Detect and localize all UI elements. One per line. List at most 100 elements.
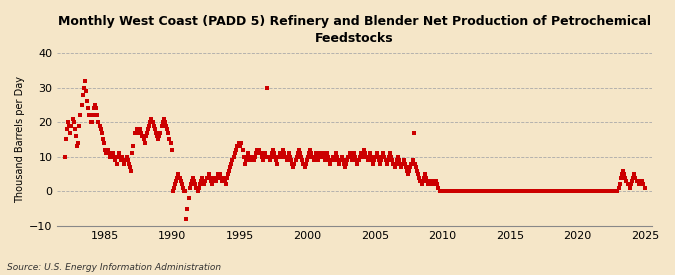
Point xyxy=(636,179,647,183)
Point xyxy=(244,155,254,159)
Point xyxy=(120,158,131,163)
Point xyxy=(139,141,150,145)
Point xyxy=(264,158,275,163)
Point xyxy=(207,182,217,187)
Point xyxy=(430,182,441,187)
Point xyxy=(512,189,522,194)
Point xyxy=(383,158,394,163)
Point xyxy=(496,189,507,194)
Point xyxy=(272,161,283,166)
Point xyxy=(226,161,237,166)
Point xyxy=(333,158,344,163)
Point xyxy=(110,158,121,163)
Point xyxy=(570,189,581,194)
Point xyxy=(395,161,406,166)
Point xyxy=(302,155,313,159)
Point xyxy=(169,182,180,187)
Point xyxy=(632,179,643,183)
Point xyxy=(582,189,593,194)
Point xyxy=(173,172,184,176)
Point xyxy=(420,172,431,176)
Point xyxy=(506,189,517,194)
Point xyxy=(486,189,497,194)
Point xyxy=(103,151,114,156)
Point xyxy=(620,175,630,180)
Point xyxy=(638,182,649,187)
Point xyxy=(255,151,266,156)
Point xyxy=(169,186,180,190)
Point xyxy=(442,189,453,194)
Point xyxy=(619,172,630,176)
Point xyxy=(385,151,396,156)
Point xyxy=(586,189,597,194)
Point xyxy=(199,182,210,187)
Point xyxy=(557,189,568,194)
Point xyxy=(316,155,327,159)
Point xyxy=(317,151,328,156)
Point xyxy=(329,155,340,159)
Point xyxy=(284,151,294,156)
Point xyxy=(597,189,608,194)
Point xyxy=(599,189,610,194)
Point xyxy=(145,120,156,124)
Point xyxy=(356,155,367,159)
Point xyxy=(616,175,626,180)
Point xyxy=(318,155,329,159)
Point xyxy=(373,158,384,163)
Point xyxy=(614,182,625,187)
Point xyxy=(589,189,600,194)
Point xyxy=(396,165,407,169)
Point xyxy=(105,151,116,156)
Point xyxy=(165,141,176,145)
Point xyxy=(267,148,278,152)
Point xyxy=(342,158,353,163)
Point xyxy=(427,182,437,187)
Point xyxy=(425,179,436,183)
Point xyxy=(468,189,479,194)
Point xyxy=(228,155,239,159)
Point xyxy=(559,189,570,194)
Text: Source: U.S. Energy Information Administration: Source: U.S. Energy Information Administ… xyxy=(7,263,221,272)
Point xyxy=(230,151,240,156)
Point xyxy=(596,189,607,194)
Point xyxy=(405,165,416,169)
Point xyxy=(628,175,639,180)
Point xyxy=(569,189,580,194)
Point xyxy=(83,106,94,111)
Point xyxy=(359,148,370,152)
Point xyxy=(275,155,286,159)
Point xyxy=(216,175,227,180)
Point xyxy=(491,189,502,194)
Point xyxy=(605,189,616,194)
Point xyxy=(321,151,332,156)
Point xyxy=(159,120,170,124)
Point xyxy=(130,130,141,135)
Point xyxy=(287,161,298,166)
Point xyxy=(386,155,397,159)
Point xyxy=(164,137,175,142)
Point xyxy=(115,158,126,163)
Point xyxy=(105,155,115,159)
Point xyxy=(548,189,559,194)
Point xyxy=(140,134,151,138)
Point xyxy=(349,151,360,156)
Point xyxy=(526,189,537,194)
Point xyxy=(301,158,312,163)
Point xyxy=(257,158,268,163)
Point xyxy=(161,123,171,128)
Point xyxy=(606,189,617,194)
Point xyxy=(529,189,539,194)
Point xyxy=(364,151,375,156)
Point xyxy=(380,158,391,163)
Point xyxy=(247,155,258,159)
Point xyxy=(518,189,529,194)
Point xyxy=(149,127,160,131)
Point xyxy=(151,130,161,135)
Point xyxy=(248,158,259,163)
Point xyxy=(414,175,425,180)
Point xyxy=(215,172,225,176)
Point xyxy=(562,189,572,194)
Point xyxy=(102,148,113,152)
Point xyxy=(292,151,303,156)
Point xyxy=(99,141,109,145)
